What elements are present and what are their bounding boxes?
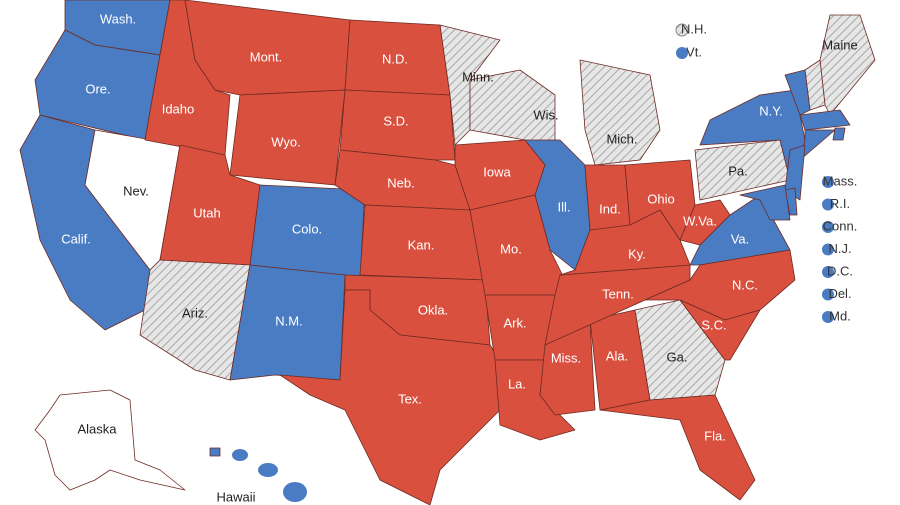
legend-label: Vt. [686,44,702,59]
state-label: Pa. [728,163,748,178]
state [832,127,846,141]
legend-swatch [822,288,834,301]
state-labels: Wash. Ore. Calif. Nev. Idaho Mont. Wyo. Utah Col… [61,11,858,504]
state [784,69,811,116]
legend-swatch [822,311,834,323]
state-label: Ind. [599,201,621,216]
legend: N.H. Vt. Mass. R.I. Conn. N.J. D.C. Del. Md. [675,21,858,323]
state-label: N.C. [732,277,758,292]
legend-label: N.J. [828,241,851,256]
state [283,482,307,502]
state-label: Kan. [408,237,435,252]
states [19,0,876,505]
state [599,394,756,501]
state [258,463,278,477]
legend-label: D.C. [827,263,853,278]
legend-label: R.I. [830,196,850,211]
legend-swatch [676,47,688,59]
state-label: Hawaii [216,489,255,504]
state-label: Fla. [704,428,726,443]
legend-swatch [675,23,689,37]
state-label: S.D. [383,113,408,128]
state [784,144,806,201]
state-label: Alaska [77,421,117,436]
state-label: Ga. [667,349,688,364]
state-label: Ohio [647,191,674,206]
state-label: Iowa [483,164,511,179]
state-label: Mo. [500,241,522,256]
state-label: Nev. [123,183,149,198]
state-label: Miss. [551,350,581,365]
state-label: Wash. [100,11,136,26]
state-label: Tex. [398,391,422,406]
state [232,449,248,461]
state [279,289,501,505]
state-label: Ark. [503,315,526,330]
state-label: Tenn. [602,286,634,301]
state-label: Calif. [61,231,91,246]
legend-swatch [822,266,834,278]
state-label: Minn. [462,69,494,84]
state-label: Idaho [162,101,195,116]
state-label: Wis. [533,107,558,122]
state-label: Ala. [606,348,628,363]
legend-label: Mass. [823,173,858,188]
state [584,164,631,231]
state-label: N.M. [275,313,302,328]
state [634,299,726,401]
state-label: Colo. [292,221,322,236]
state-label: Wyo. [271,134,301,149]
state [579,59,661,166]
state-label: Ore. [85,81,110,96]
state-label: Va. [731,231,750,246]
state-label: Utah [193,205,220,220]
state [339,89,456,161]
legend-label: Del. [828,286,851,301]
state [34,389,186,491]
state-label: La. [508,376,526,391]
state-label: Ky. [628,246,646,261]
state [184,0,351,96]
legend-swatch [822,198,834,211]
state-label: Okla. [418,302,448,317]
state [209,447,221,457]
legend-swatch [822,243,834,256]
legend-swatch [822,221,834,233]
state [679,199,731,246]
state-label: Ariz. [182,305,208,320]
state-label: Mich. [606,131,637,146]
state-label: N.Y. [759,103,783,118]
state [819,14,876,116]
state-label: N.D. [382,51,408,66]
state-label: Mont. [250,49,283,64]
state-label: Ill. [558,199,571,214]
legend-label: Conn. [823,218,858,233]
legend-label: Md. [829,308,851,323]
state-label: W.Va. [683,213,717,228]
state-label: Maine [822,37,857,52]
state [679,299,761,361]
state [739,184,791,221]
legend-swatch [822,176,834,188]
legend-label: N.H. [681,21,707,36]
state-label: S.C. [701,317,726,332]
state [799,109,851,131]
state-label: Neb. [387,175,414,190]
